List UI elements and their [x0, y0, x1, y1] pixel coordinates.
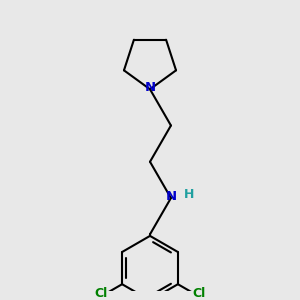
Text: H: H: [184, 188, 194, 201]
Text: N: N: [144, 81, 156, 94]
Text: N: N: [165, 190, 176, 203]
Text: Cl: Cl: [193, 287, 206, 300]
Text: Cl: Cl: [94, 287, 107, 300]
